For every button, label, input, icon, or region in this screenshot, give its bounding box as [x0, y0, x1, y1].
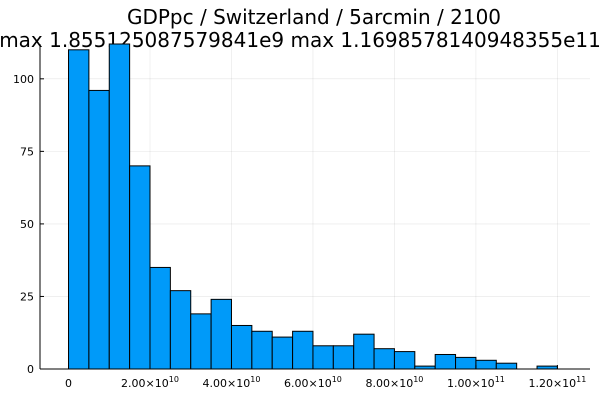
axes — [39, 44, 590, 370]
x-tick-label: 2.00×1010 — [121, 375, 179, 390]
y-tick-labels: 0 25 50 75 100 — [13, 73, 44, 376]
y-tick-label: 25 — [20, 290, 34, 303]
histogram-bar — [230, 324, 253, 370]
histogram-bar — [108, 43, 131, 370]
histogram-bar — [353, 333, 375, 370]
histogram-bar — [393, 351, 416, 370]
chart-subtitle: max 1.855125087579841e9 max 1.1698578140… — [0, 28, 600, 52]
chart-title: GDPpc / Switzerland / 5arcmin / 2100 — [127, 5, 501, 29]
histogram-bar — [455, 356, 477, 370]
x-tick-labels: 0 2.00×1010 4.00×1010 6.00×1010 8.00×1010 1.0… — [65, 365, 586, 390]
x-tick-label: 1.00×1011 — [447, 375, 505, 390]
histogram-bar — [373, 348, 395, 370]
histogram-bar — [210, 298, 232, 370]
histogram-bar — [271, 336, 294, 370]
histogram-bar — [475, 359, 497, 370]
y-tick-label: 75 — [20, 145, 34, 158]
histogram-bar — [149, 266, 171, 370]
y-tick-label: 50 — [20, 218, 34, 231]
y-tick-label: 0 — [27, 363, 34, 376]
histogram-bar — [68, 49, 90, 370]
histogram-bar — [332, 345, 355, 370]
histogram-bar — [251, 330, 273, 370]
histogram-bar — [129, 165, 151, 370]
x-tick-label: 0 — [65, 377, 72, 390]
grid-lines — [40, 44, 590, 370]
histogram-bar — [292, 330, 314, 370]
x-tick-label: 1.20×1011 — [528, 375, 586, 390]
histogram-bar — [169, 290, 192, 370]
x-tick-label: 6.00×1010 — [284, 375, 342, 390]
histogram-bar — [495, 362, 518, 370]
histogram-bars — [68, 43, 558, 370]
x-tick-label: 4.00×1010 — [203, 375, 261, 390]
histogram-bar — [88, 89, 110, 370]
x-tick-label: 8.00×1010 — [365, 375, 423, 390]
histogram-bar — [190, 313, 212, 370]
y-tick-label: 100 — [13, 73, 34, 86]
histogram-bar — [312, 345, 334, 370]
histogram-bar — [434, 353, 457, 370]
